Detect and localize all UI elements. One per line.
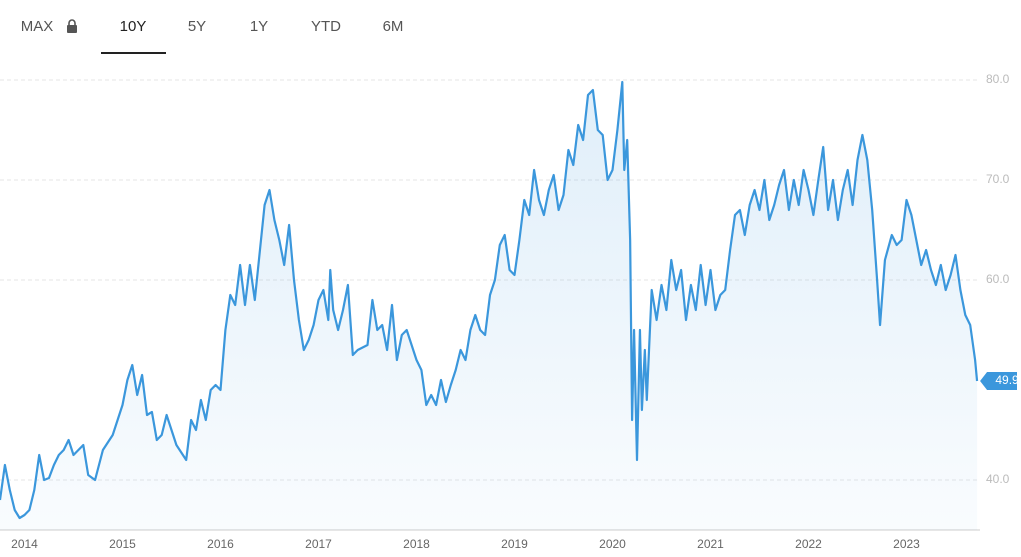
x-tick-label: 2017 — [305, 537, 332, 551]
y-tick-label: 60.0 — [986, 272, 1010, 286]
tab[interactable]: 5Y — [188, 18, 206, 35]
x-tick-label: 2023 — [893, 537, 920, 551]
y-tick-label: 80.0 — [986, 72, 1010, 86]
x-tick-label: 2022 — [795, 537, 822, 551]
tab[interactable]: 1Y — [250, 18, 268, 35]
area — [0, 82, 978, 530]
tab[interactable]: 6M — [383, 18, 404, 35]
last-price-label: 49.9 — [995, 373, 1019, 387]
y-tick-label: 40.0 — [986, 472, 1010, 486]
lock-icon — [67, 19, 77, 33]
x-tick-label: 2019 — [501, 537, 528, 551]
price-line — [0, 80, 979, 520]
y-tick-label: 70.0 — [986, 172, 1010, 186]
tab[interactable]: MAX — [21, 18, 54, 35]
x-tick-label: 2015 — [109, 537, 136, 551]
tab[interactable]: 10Y — [120, 18, 147, 35]
tab-underline — [101, 52, 166, 54]
x-tick-label: 2014 — [11, 537, 38, 551]
x-tick-label: 2020 — [599, 537, 626, 551]
x-tick-label: 2016 — [207, 537, 234, 551]
last-price-tag — [980, 372, 1017, 390]
x-tick-label: 2018 — [403, 537, 430, 551]
x-tick-label: 2021 — [697, 537, 724, 551]
tab[interactable]: YTD — [311, 18, 341, 35]
